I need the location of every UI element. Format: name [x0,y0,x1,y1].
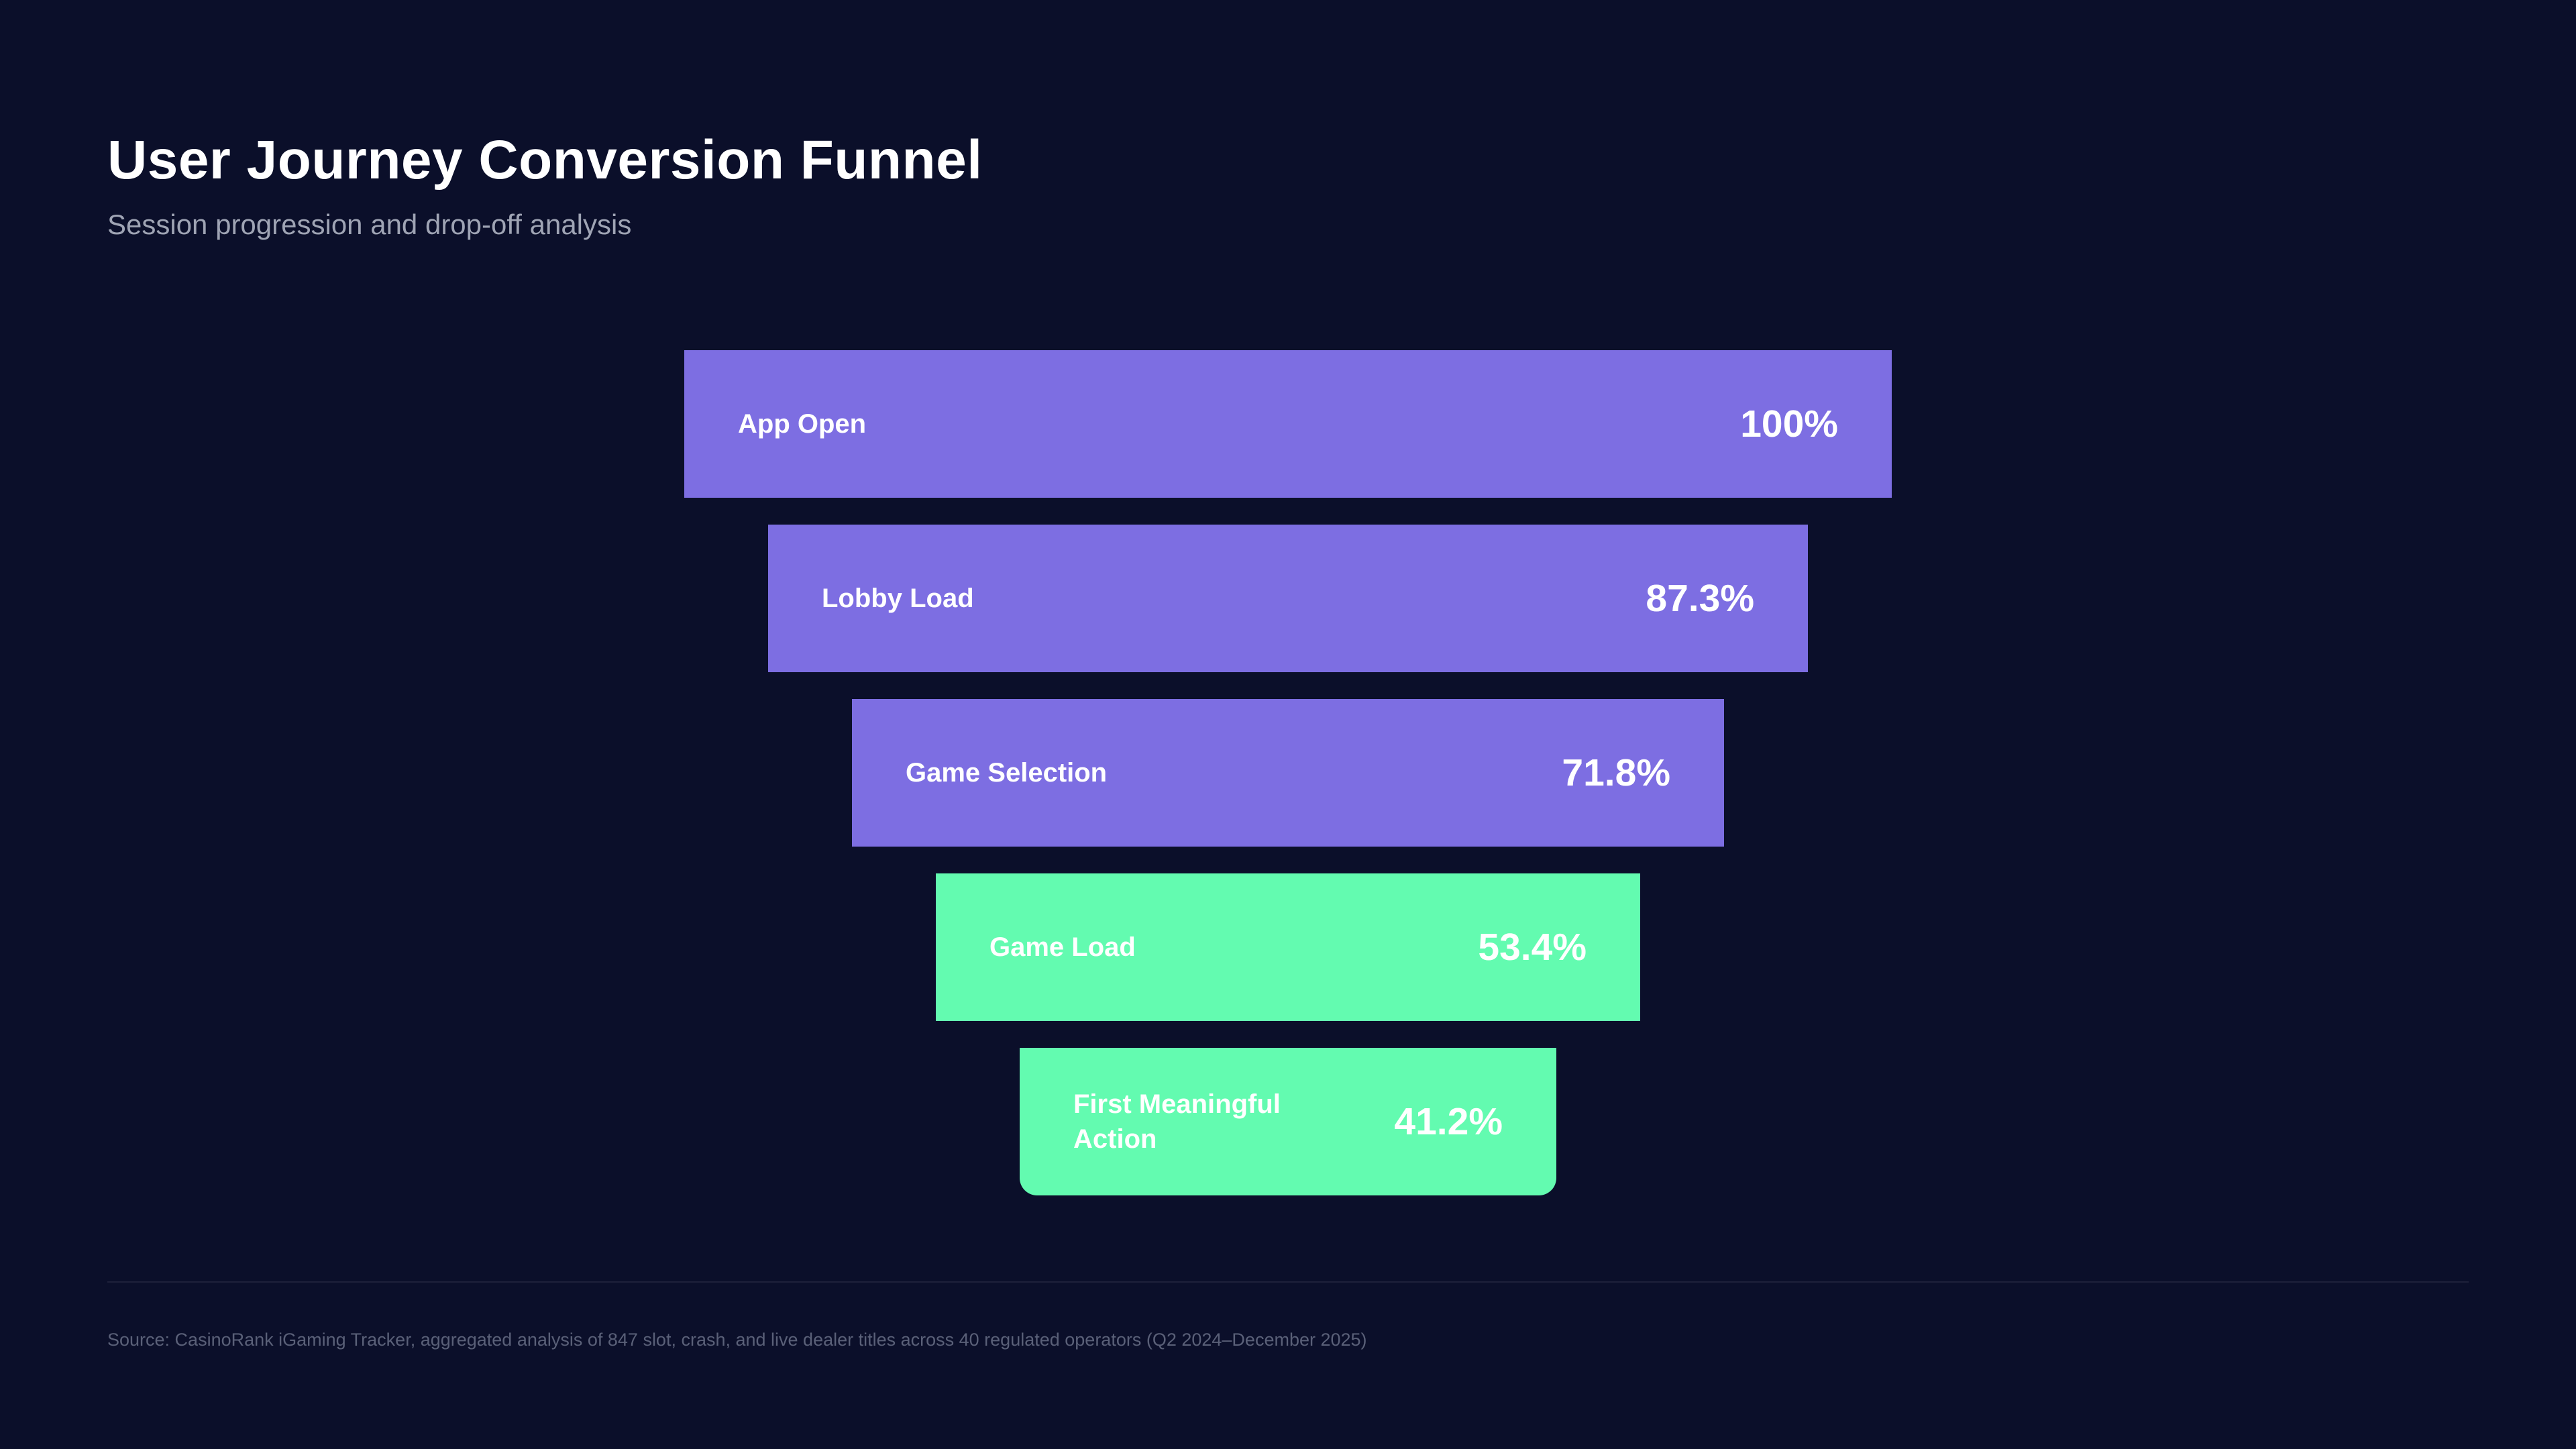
funnel-bar-label: App Open [738,409,867,439]
funnel-bar-value: 71.8% [1562,751,1670,794]
funnel-bar-3: Game Load 53.4% [936,873,1640,1021]
funnel-bar-value: 87.3% [1646,577,1754,620]
page-subtitle: Session progression and drop-off analysi… [107,209,632,240]
footer-divider [107,1281,2469,1283]
chart-header: User Journey Conversion Funnel Session p… [107,133,983,239]
funnel-bar-label: Game Selection [906,758,1108,788]
funnel-bar-value: 41.2% [1394,1100,1503,1143]
funnel-bar-2: Game Selection 71.8% [852,699,1724,847]
funnel-bar-value: 100% [1740,402,1838,445]
funnel-bar-label: Lobby Load [822,584,974,613]
funnel-bar-4: First Meaningful Action 41.2% [1020,1048,1556,1195]
funnel-bar-value: 53.4% [1478,926,1587,969]
funnel-bar-label: Game Load [989,932,1136,962]
page-title: User Journey Conversion Funnel [107,129,983,191]
funnel-bar-1: Lobby Load 87.3% [768,525,1808,672]
funnel-bar-0: App Open 100% [684,350,1892,498]
funnel-bar-label: First Meaningful Action [1073,1089,1281,1154]
funnel-chart: App Open 100% Lobby Load 87.3% Game Selectio… [0,350,2576,1195]
source-note: Source: CasinoRank iGaming Tracker, aggr… [107,1330,1367,1350]
